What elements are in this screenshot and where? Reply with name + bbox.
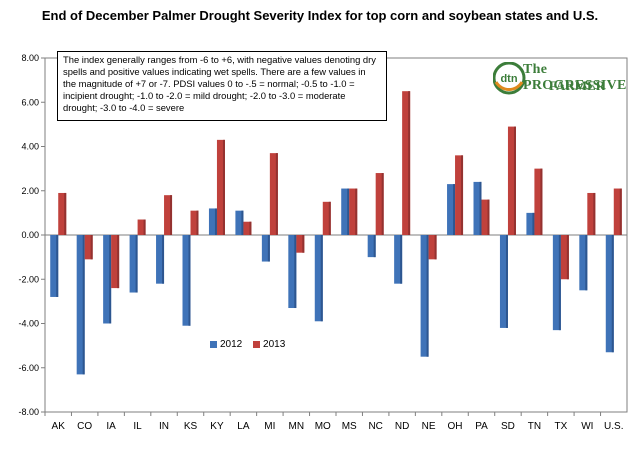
x-tick-label: IN (159, 421, 169, 432)
x-tick-label: CO (77, 421, 92, 432)
bar-2012-ND (394, 235, 403, 284)
legend-swatch-2013 (253, 341, 261, 348)
bar-2013-CO (84, 235, 93, 260)
bar-2013-NC (375, 173, 384, 235)
x-tick-label: MI (264, 421, 275, 432)
x-tick-label: WI (581, 421, 593, 432)
x-tick-label: ND (395, 421, 409, 432)
y-tick-label: 2.00 (21, 186, 39, 196)
dtn-badge-icon: dtn (493, 62, 526, 95)
bar-2013-PA (481, 199, 490, 235)
bar-2012-KY (208, 208, 217, 235)
y-tick-label: 6.00 (21, 97, 39, 107)
chart-note: The index generally ranges from -6 to +6… (57, 51, 387, 121)
bar-2013-AK (58, 192, 67, 235)
chart-title: End of December Palmer Drought Severity … (41, 8, 599, 23)
y-tick-label: 0.00 (21, 230, 39, 240)
bar-2012-IA (103, 235, 112, 324)
x-tick-label: TN (528, 421, 541, 432)
y-tick-label: -6.00 (18, 363, 39, 373)
bar-2012-IN (156, 235, 165, 284)
bars (50, 91, 622, 375)
logo-line2: FARMER (549, 78, 606, 93)
legend-swatch-2012 (210, 341, 217, 348)
x-tick-label: SD (501, 421, 515, 432)
bar-2012-TN (526, 212, 535, 235)
bar-2012-MO (314, 235, 323, 322)
x-tick-label: MS (342, 421, 357, 432)
bar-2012-CO (76, 235, 85, 375)
bar-2012-WI (579, 235, 588, 291)
bar-2012-MN (288, 235, 297, 309)
bar-2013-KY (216, 139, 225, 235)
x-tick-label: MO (315, 421, 331, 432)
bar-2013-U.S. (613, 188, 622, 235)
bar-2012-IL (129, 235, 138, 293)
x-tick-label: LA (237, 421, 250, 432)
x-tick-label: KS (184, 421, 198, 432)
y-axis-ticks: 8.00 6.00 4.00 2.00 0.00 -2.00 -4.00 -6.00 -8.00 (18, 53, 45, 417)
x-tick-label: PA (475, 421, 488, 432)
bar-2013-KS (190, 210, 199, 235)
bar-2012-AK (50, 235, 59, 297)
bar-2012-MS (341, 188, 350, 235)
x-axis-ticks: AK CO IA IL IN KS KY LA MI MN MO MS NC ND NE OH PA SD TN TX… (44, 412, 623, 432)
x-tick-label: KY (210, 421, 224, 432)
logo-line1: The PROGRESSIVE (523, 62, 627, 93)
x-tick-label: IA (106, 421, 116, 432)
x-tick-label: NC (368, 421, 382, 432)
y-tick-label: 8.00 (21, 53, 39, 63)
bar-2013-LA (243, 221, 252, 235)
y-tick-label: -2.00 (18, 274, 39, 284)
legend-label-2012: 2012 (220, 339, 243, 350)
bar-2013-IL (137, 219, 146, 235)
x-tick-label: OH (448, 421, 463, 432)
x-tick-label: U.S. (604, 421, 623, 432)
x-tick-label: TX (554, 421, 567, 432)
bar-2013-WI (587, 192, 596, 235)
x-tick-label: IL (133, 421, 142, 432)
bar-2012-NC (367, 235, 376, 258)
logo-badge-text: dtn (500, 73, 517, 85)
bar-2013-OH (455, 155, 464, 235)
legend-item-2013: 2013 (253, 339, 285, 350)
bar-2013-MS (349, 188, 358, 235)
legend-label-2013: 2013 (263, 339, 286, 350)
bar-2013-TN (534, 168, 543, 235)
bar-2012-SD (499, 235, 508, 328)
progressive-farmer-logo: dtn The PROGRESSIVE FARMER (493, 58, 626, 100)
bar-2013-NE (428, 235, 437, 260)
x-tick-label: MN (289, 421, 305, 432)
bar-2013-MN (296, 235, 305, 253)
x-tick-label: AK (52, 421, 66, 432)
bar-2012-KS (182, 235, 191, 326)
bar-2013-IN (164, 195, 173, 235)
bar-2012-PA (473, 181, 482, 235)
bar-2013-MI (269, 153, 278, 235)
bar-2012-NE (420, 235, 429, 357)
y-tick-label: -4.00 (18, 319, 39, 329)
x-tick-label: NE (422, 421, 436, 432)
y-tick-label: 4.00 (21, 142, 39, 152)
bar-2012-TX (552, 235, 561, 331)
bar-2012-MI (261, 235, 270, 262)
bar-2012-LA (235, 210, 244, 235)
bar-2012-OH (447, 184, 456, 235)
bar-2012-U.S. (605, 235, 614, 353)
bar-2013-SD (507, 126, 516, 235)
y-tick-label: -8.00 (18, 407, 39, 417)
bar-2013-MO (322, 201, 331, 235)
bar-2013-ND (402, 91, 411, 235)
legend-item-2012: 2012 (210, 339, 242, 350)
bar-2013-TX (560, 235, 569, 280)
legend: 2012 2013 (210, 339, 293, 351)
bar-2013-IA (111, 235, 120, 289)
